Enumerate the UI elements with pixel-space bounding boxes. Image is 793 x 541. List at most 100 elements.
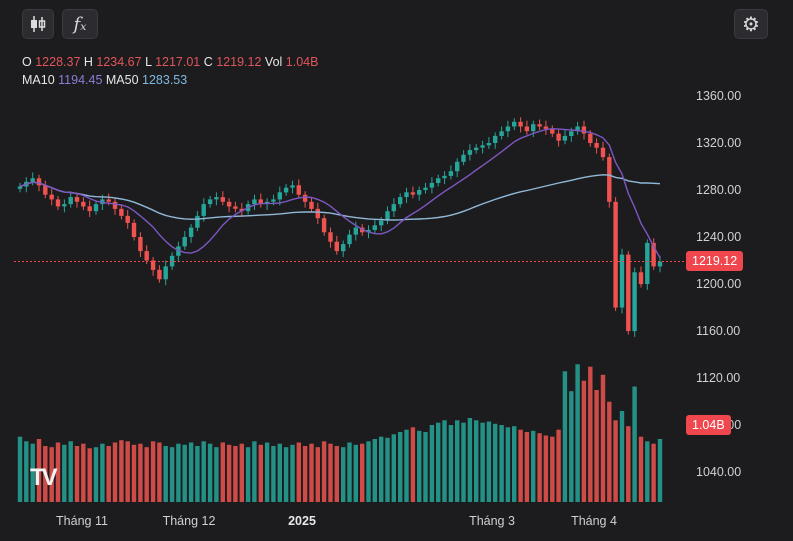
candle-body [531,124,536,132]
volume-bar [100,443,105,502]
volume-bar [277,443,282,502]
candle-body [493,135,498,143]
volume-bar [201,441,206,502]
volume-bar [43,446,48,502]
y-tick-label: 1240.00 [696,230,741,244]
candle-body [214,197,219,200]
volume-bar [550,436,555,502]
candle-body [366,229,371,233]
candle-body [226,201,232,207]
volume-bar [302,446,308,502]
volume-bar [607,401,612,502]
candle-body [36,178,42,186]
candle-body [81,201,86,207]
candle-body [657,261,663,267]
candle-body [106,199,111,202]
candle-body [157,269,162,280]
y-tick-label: 1280.00 [696,183,741,197]
candle-body [588,133,593,143]
volume-bar [245,447,251,502]
high-label: H [83,55,93,69]
candle-body [645,242,650,284]
volume-bar [176,443,181,502]
candle-body [125,215,130,223]
candle-body [138,237,143,252]
candle-body [74,197,80,202]
volume-bar [195,446,200,502]
candle-body [93,204,99,212]
volume-bar [410,427,416,502]
price-axis: 1360.00 1320.00 1280.00 1240.00 1200.00 1160.… [696,89,741,479]
candle-body [309,201,314,209]
y-tick-label: 1360.00 [696,89,741,103]
candle-body [55,199,61,207]
function-icon: fₓ [73,13,87,35]
volume-bar [638,436,644,502]
volume-bar [474,420,479,502]
volume-bar [169,447,175,502]
volume-bar [138,443,143,502]
volume-bar [505,427,511,502]
candle-body [100,199,105,205]
volume-bar [645,441,650,502]
volume-bar [220,442,225,502]
candle-body [290,185,295,188]
candle-body [499,131,504,136]
volume-bar [315,447,320,502]
volume-bar [68,441,73,502]
volume-bar [106,446,111,502]
candlestick-type-button[interactable] [22,9,54,39]
x-tick-label: 2025 [288,514,316,528]
volume-bar [512,426,517,502]
candle-body [436,178,441,183]
volume-bar [283,447,289,502]
candle-body [550,128,555,134]
volume-bar [112,442,118,502]
candle-body [347,234,352,245]
volume-bar [62,444,67,502]
volume-bar [455,420,460,502]
close-value: 1219.12 [216,55,262,69]
volume-bar [87,448,92,502]
ma10-label: MA10 [22,73,55,87]
volume-bar [385,437,390,502]
volume-bar [423,432,428,502]
candle-body [398,197,403,205]
volume-bar [207,443,213,502]
volume-bar [93,447,99,502]
candle-body [112,201,118,209]
candle-body [429,182,435,188]
high-value: 1234.67 [96,55,142,69]
candle-body [537,124,542,127]
candle-body [410,192,416,195]
candle-body [321,218,327,233]
volume-bar [290,444,295,502]
candle-body [283,187,289,193]
volume-bar [518,429,523,502]
volume-bar [366,441,371,502]
ma10-value: 1194.45 [58,73,103,87]
candle-body [341,244,346,252]
x-tick-label: Tháng 11 [56,514,108,528]
candle-body [315,208,320,219]
settings-button[interactable]: ⚙ [734,9,768,39]
candle-body [562,135,568,141]
volume-bar [360,443,365,502]
candlestick-icon [31,16,46,32]
indicators-button[interactable]: fₓ [62,9,98,39]
volume-bar [125,441,130,502]
volume-bar [537,433,542,502]
candle-body [569,131,574,136]
ma50-label: MA50 [105,73,139,87]
volume-bar [588,366,593,502]
volume-bar [321,441,327,502]
volume-bar [182,444,187,502]
candle-body [607,157,612,202]
volume-bar [379,436,384,502]
volume-bar [157,442,162,502]
volume-bar [467,418,473,502]
candle-body [404,192,409,197]
ohlc-legend: O 1228.37 H 1234.67 L 1217.01 C 1219.12 … [22,55,318,69]
tradingview-logo: TV [30,464,58,491]
